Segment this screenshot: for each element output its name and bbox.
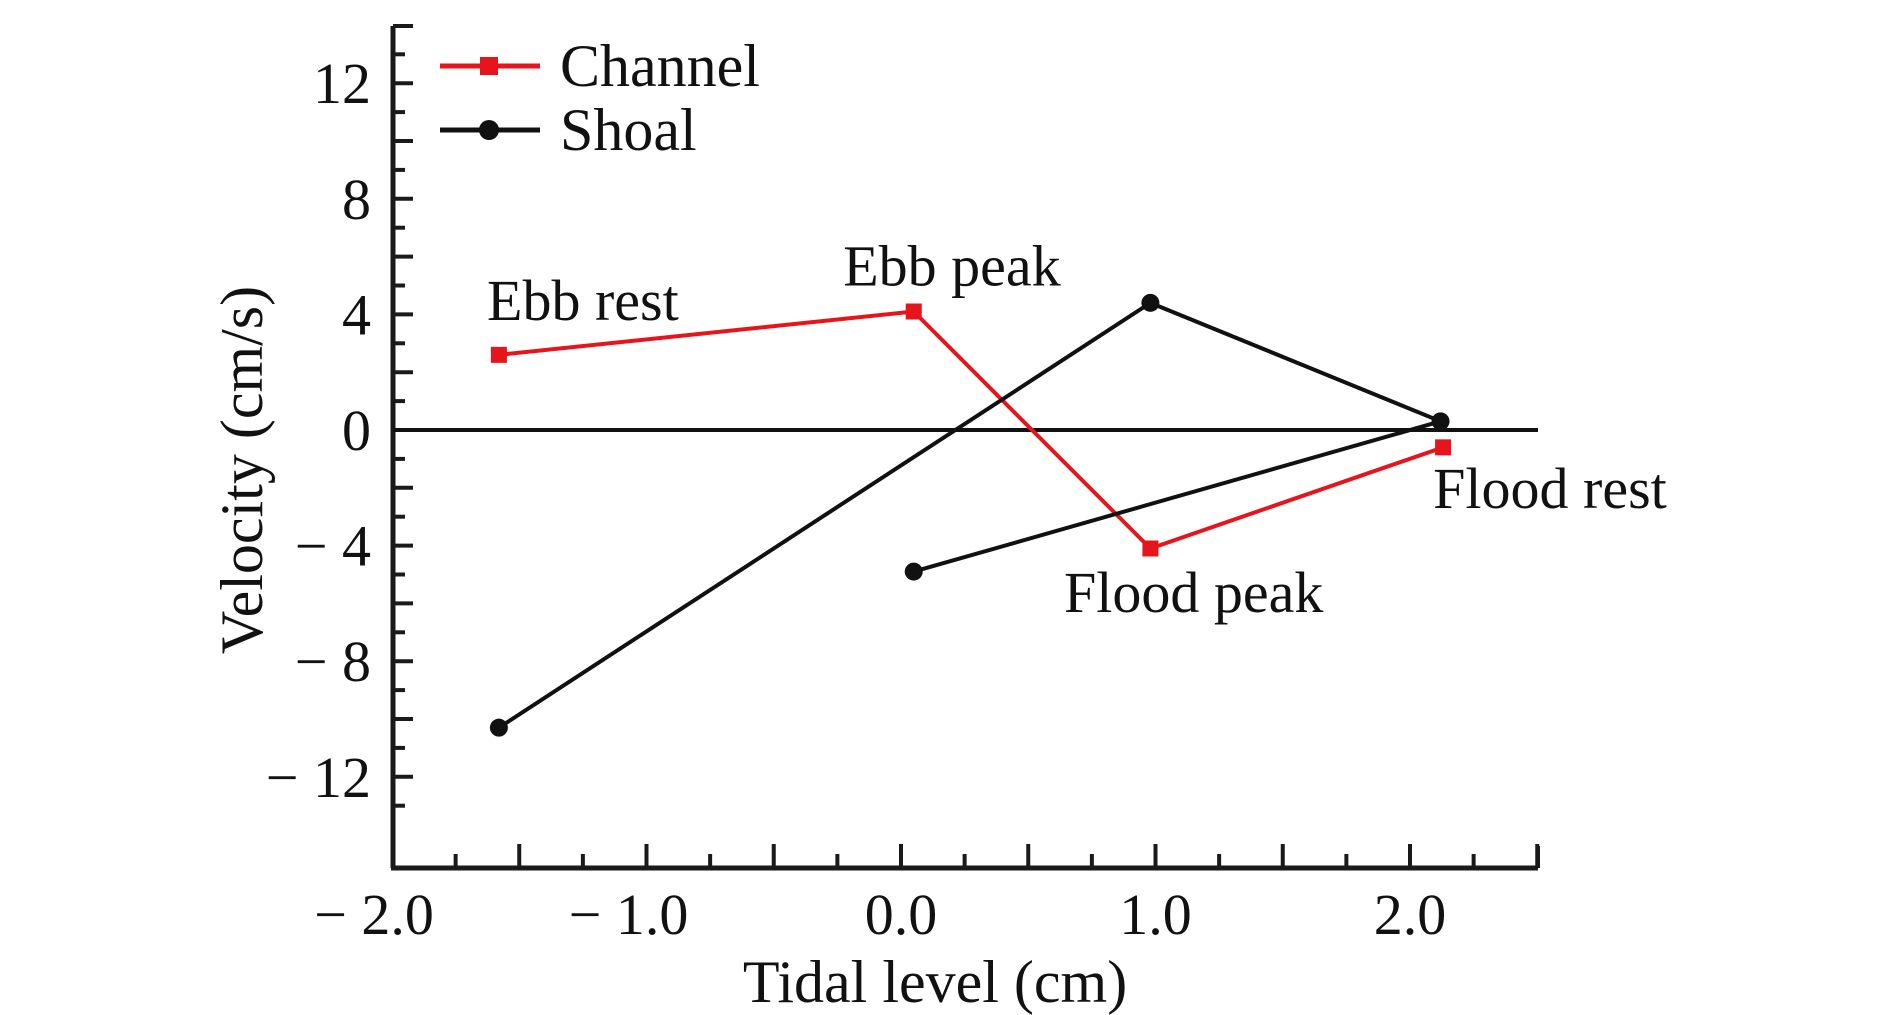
annotations: Ebb rest Ebb peak Flood rest Flood peak xyxy=(487,234,1667,626)
shoal-marker xyxy=(904,562,923,581)
legend-channel-marker xyxy=(480,57,498,75)
legend-shoal-marker xyxy=(479,120,499,140)
channel-line xyxy=(498,309,1444,551)
x-tick-label: 1.0 xyxy=(1119,882,1192,947)
annotation-label: Flood rest xyxy=(1433,456,1667,521)
y-tick-label: 0 xyxy=(342,398,371,463)
annotation-label: Ebb peak xyxy=(843,234,1060,299)
x-tick-label: 2.0 xyxy=(1374,882,1447,947)
y-tick-label: 8 xyxy=(342,167,371,232)
y-tick-label: 4 xyxy=(342,282,371,347)
x-tick-label: − 2.0 xyxy=(314,882,434,947)
series xyxy=(489,293,1452,737)
y-tick-label: − 12 xyxy=(266,745,371,810)
shoal-marker xyxy=(1141,293,1160,312)
y-tick-label: − 4 xyxy=(295,514,371,579)
shoal-marker xyxy=(1431,412,1450,431)
y-tick-label: − 8 xyxy=(295,629,371,694)
annotation-label: Ebb rest xyxy=(487,268,679,333)
channel-marker xyxy=(490,346,507,363)
legend-channel-label: Channel xyxy=(560,33,760,99)
channel-marker xyxy=(1435,439,1452,456)
shoal-line xyxy=(497,300,1443,730)
y-axis-title: Velocity (cm/s) xyxy=(209,286,275,654)
channel-marker xyxy=(1142,540,1159,557)
x-tick-label: − 1.0 xyxy=(569,882,689,947)
shoal-marker xyxy=(489,718,508,737)
x-tick-label: 0.0 xyxy=(865,882,938,947)
legend-shoal-label: Shoal xyxy=(560,97,697,163)
axes: 12 8 4 0 − 4 − 8 − 12 − 2.0 − 1.0 0.0 1.0 2.0 xyxy=(266,24,1540,947)
x-axis-title: Tidal level (cm) xyxy=(743,949,1127,1015)
y-tick-label: 12 xyxy=(313,51,371,116)
channel-marker xyxy=(905,303,922,320)
annotation-label: Flood peak xyxy=(1064,560,1323,625)
